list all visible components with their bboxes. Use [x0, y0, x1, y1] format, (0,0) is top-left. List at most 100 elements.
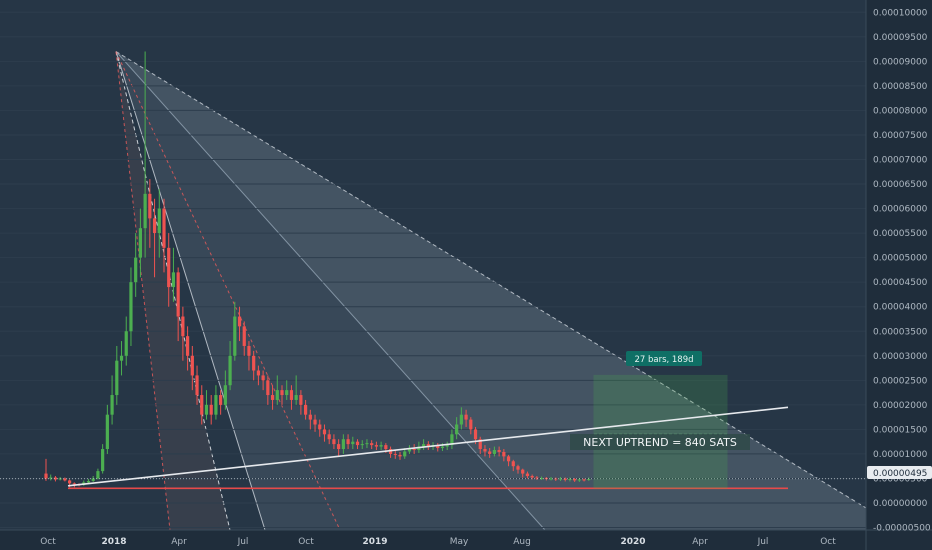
candle-body: [86, 480, 91, 483]
candle-body: [261, 375, 265, 381]
uptrend-callout[interactable]: NEXT UPTREND = 840 SATS: [570, 434, 750, 450]
candle-body: [502, 451, 506, 457]
fan-line-red-2[interactable]: [115, 51, 171, 531]
candle-body: [294, 395, 298, 400]
candle-body: [563, 478, 567, 480]
time-axis[interactable]: Oct 2018 Apr Jul Oct 2019 May Aug 2020 Apr Jul Oct: [40, 537, 836, 547]
y-tick-label: 0.00006500: [873, 180, 928, 190]
candle-body: [186, 336, 190, 356]
drawing-overlay[interactable]: [0, 374, 866, 490]
candle-body: [115, 360, 119, 396]
candle-body: [483, 449, 487, 452]
y-tick-label: 0.00005500: [873, 229, 928, 239]
y-tick-label: 0.00007000: [873, 155, 928, 165]
candle-body: [228, 355, 232, 386]
candle-body: [549, 478, 553, 480]
candle-body: [558, 478, 563, 480]
candle-body: [304, 404, 308, 415]
candle-body: [516, 466, 520, 470]
candle-body: [214, 395, 218, 415]
y-tick-label: 0.00008500: [873, 82, 928, 92]
candle-body: [346, 439, 350, 445]
y-tick-label: 0.00009500: [873, 33, 928, 43]
candle-body: [379, 445, 383, 447]
y-tick-label: 0.00001000: [873, 450, 928, 460]
x-tick-label: Apr: [171, 537, 187, 547]
current-price-tag-box: [867, 466, 932, 479]
candle-body: [91, 478, 95, 481]
fan-line-red-1[interactable]: [115, 51, 341, 531]
candle-body: [285, 390, 289, 396]
candle-body: [525, 473, 530, 477]
candle-body: [252, 355, 256, 371]
candle-body: [318, 424, 322, 430]
candle-body: [568, 478, 572, 480]
candle-body: [171, 272, 176, 288]
candle-body: [53, 477, 58, 480]
candle-body: [388, 449, 393, 454]
fan-line-outer[interactable]: [115, 51, 867, 509]
candle-body: [351, 441, 355, 445]
candle-body: [497, 450, 501, 452]
candle-body: [138, 228, 142, 258]
x-tick-label: 2019: [362, 537, 387, 547]
candle-body: [237, 316, 242, 327]
candle-body: [143, 193, 147, 229]
candle-body: [327, 434, 331, 440]
candle-body: [200, 395, 204, 415]
candle-body: [157, 208, 161, 234]
candle-body: [63, 478, 67, 481]
candle-body: [455, 424, 459, 435]
candle-body: [101, 449, 105, 472]
candle-body: [209, 404, 213, 415]
candle-body: [313, 419, 317, 425]
rising-trendline[interactable]: [67, 406, 789, 487]
candle-body: [535, 477, 539, 479]
candle-body: [573, 478, 577, 481]
candle-body: [360, 444, 364, 446]
measure-box[interactable]: [593, 374, 728, 489]
candle-body: [582, 479, 586, 481]
y-tick-label: 0.00004500: [873, 278, 928, 288]
candle-body: [204, 404, 209, 415]
candle-body: [355, 441, 360, 446]
candle-body: [119, 355, 124, 361]
candle-body: [393, 453, 397, 455]
candle-body: [247, 345, 251, 356]
candle-body: [540, 477, 544, 479]
candle-body: [469, 419, 473, 430]
measure-label[interactable]: 27 bars, 189d: [626, 351, 702, 366]
candle-body: [219, 395, 223, 405]
candle-body: [190, 355, 194, 376]
candle-body: [162, 208, 166, 248]
candle-body: [488, 451, 492, 454]
y-tick-label: 0.00000500: [873, 474, 928, 484]
fan-area-outer[interactable]: [116, 51, 866, 531]
x-tick-label: Oct: [40, 537, 56, 547]
x-tick-label: May: [450, 537, 469, 547]
candle-body: [96, 471, 100, 479]
candle-body: [473, 429, 478, 440]
candle-body: [299, 395, 303, 405]
candle-body: [68, 480, 72, 484]
current-price-tag: 0.00000495: [867, 466, 932, 479]
candle-body: [105, 414, 109, 450]
candle-body: [450, 434, 454, 446]
y-tick-label: -0.00000500: [873, 524, 931, 534]
candle-body: [332, 439, 336, 445]
candle-body: [280, 390, 284, 396]
candle-body: [511, 461, 515, 467]
candle-body: [478, 439, 482, 450]
candle-body: [44, 473, 48, 479]
candle-body: [72, 483, 76, 485]
candle-body: [233, 316, 237, 356]
y-tick-label: 0.00003000: [873, 352, 928, 362]
fan-line-diagonal[interactable]: [115, 51, 546, 531]
candle-body: [440, 446, 445, 449]
candle-body: [49, 477, 53, 479]
candle-body: [110, 395, 114, 415]
fan-line-grey[interactable]: [115, 51, 266, 531]
candle-body: [384, 445, 388, 450]
price-axis[interactable]: 0.00010000 0.00009500 0.00009000 0.00008500…: [873, 8, 931, 533]
